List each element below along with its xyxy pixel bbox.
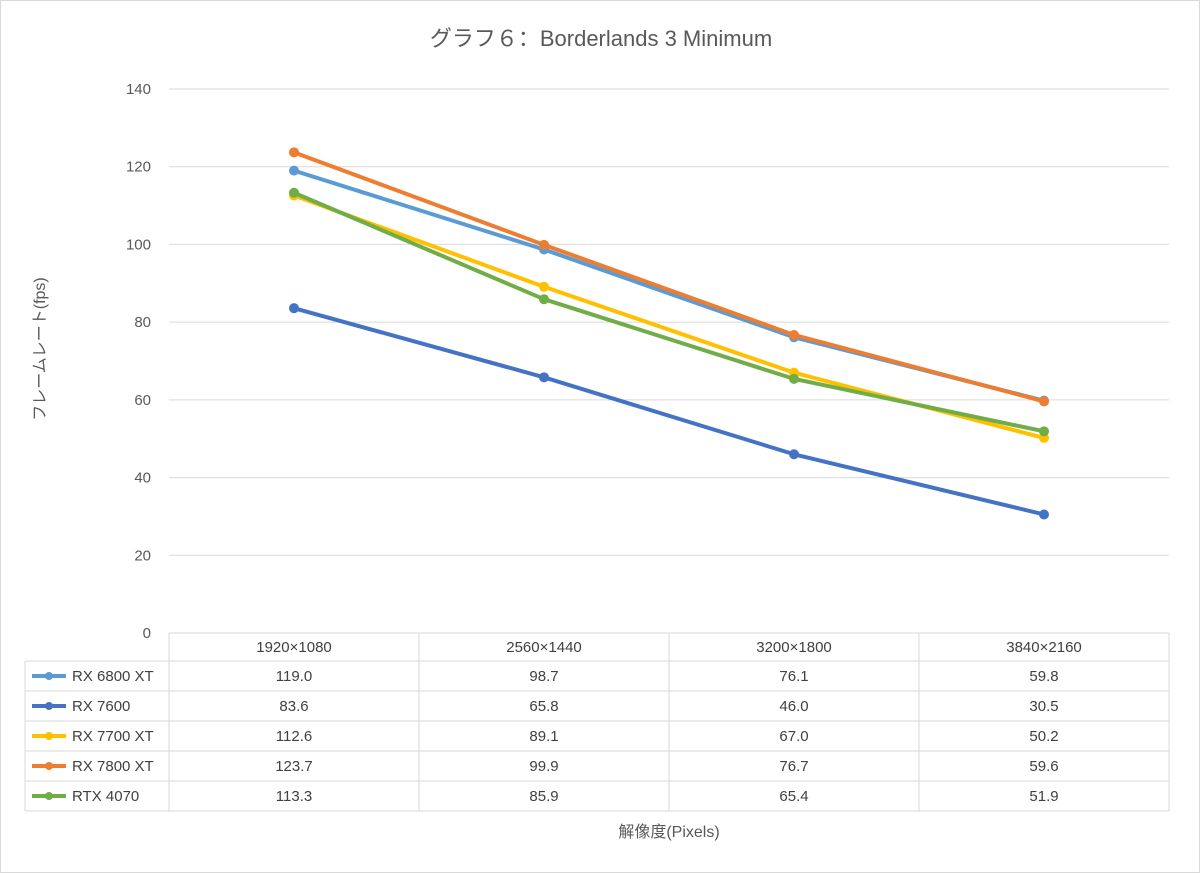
table-cell-value: 85.9 <box>529 788 558 805</box>
table-cell-value: 59.8 <box>1029 668 1058 685</box>
legend-key-marker <box>45 702 53 710</box>
data-point <box>289 187 299 198</box>
y-axis-ticks: 0 20 40 60 80 100 120 140 <box>126 81 151 642</box>
series-line <box>292 150 1046 404</box>
data-point <box>539 239 549 250</box>
legend-series-name: RX 6800 XT <box>72 668 154 685</box>
series-group <box>289 190 1049 443</box>
legend-key-marker <box>45 792 53 800</box>
series-line <box>292 168 1046 403</box>
table-cell-value: 99.9 <box>529 758 558 775</box>
data-point <box>539 294 549 305</box>
y-tick-label: 20 <box>134 547 151 564</box>
series-line <box>292 190 1046 434</box>
chart-title: グラフ６：Borderlands 3 Minimum <box>430 26 772 51</box>
y-tick-label: 80 <box>134 314 151 331</box>
table-cell-value: 123.7 <box>275 758 313 775</box>
table-cell-value: 76.7 <box>779 758 808 775</box>
y-tick-label: 0 <box>143 625 151 642</box>
y-tick-label: 100 <box>126 236 151 253</box>
legend-key-marker <box>45 762 53 770</box>
legend-series-name: RX 7800 XT <box>72 758 154 775</box>
x-category-label: 2560×1440 <box>506 639 582 656</box>
data-point <box>289 147 299 158</box>
table-cell-value: 89.1 <box>529 728 558 745</box>
x-axis-label: 解像度(Pixels) <box>618 823 719 841</box>
y-tick-label: 60 <box>134 392 151 409</box>
table-cell-value: 83.6 <box>279 698 308 715</box>
table-cell-value: 51.9 <box>1029 788 1058 805</box>
table-cell-value: 119.0 <box>276 668 312 685</box>
data-point <box>789 329 799 340</box>
series-group <box>289 147 1049 407</box>
table-cell-value: 59.6 <box>1029 758 1058 775</box>
data-point <box>539 372 549 383</box>
table-cell-value: 112.6 <box>276 728 312 745</box>
series-lines <box>289 147 1049 520</box>
data-point <box>289 303 299 314</box>
series-line <box>292 306 1046 517</box>
y-tick-label: 120 <box>126 159 151 176</box>
data-table: 1920×1080 2560×1440 3200×1800 3840×2160 RX 6… <box>24 632 1170 812</box>
y-tick-label: 140 <box>126 81 151 98</box>
y-axis-label: フレームレート(fps) <box>32 277 49 421</box>
legend-series-name: RX 7700 XT <box>72 728 154 745</box>
table-cell-value: 65.4 <box>779 788 808 805</box>
legend-series-name: RTX 4070 <box>72 788 139 805</box>
table-cell-value: 76.1 <box>779 668 808 685</box>
x-category-label: 1920×1080 <box>256 639 332 656</box>
table-cell-value: 30.5 <box>1029 698 1058 715</box>
table-cell-value: 98.7 <box>529 668 558 685</box>
series-line <box>292 193 1046 440</box>
legend-series-name: RX 7600 <box>72 698 130 715</box>
series-group <box>289 187 1049 437</box>
data-point <box>789 449 799 460</box>
legend-key-marker <box>45 672 53 680</box>
series-group <box>289 303 1049 520</box>
x-category-label: 3200×1800 <box>756 639 832 656</box>
x-category-label: 3840×2160 <box>1006 639 1082 656</box>
table-cell-value: 46.0 <box>779 698 808 715</box>
gridlines <box>169 88 1169 556</box>
table-cell-value: 50.2 <box>1029 728 1058 745</box>
data-point <box>289 165 299 176</box>
legend-key-marker <box>45 732 53 740</box>
data-point <box>1039 396 1049 407</box>
table-cell-value: 65.8 <box>529 698 558 715</box>
series-group <box>289 165 1049 406</box>
data-point <box>539 281 549 292</box>
data-point <box>1039 426 1049 437</box>
data-point <box>789 373 799 384</box>
table-cell-value: 113.3 <box>276 788 312 805</box>
y-tick-label: 40 <box>134 470 151 487</box>
data-point <box>1039 509 1049 520</box>
table-cell-value: 67.0 <box>779 728 808 745</box>
